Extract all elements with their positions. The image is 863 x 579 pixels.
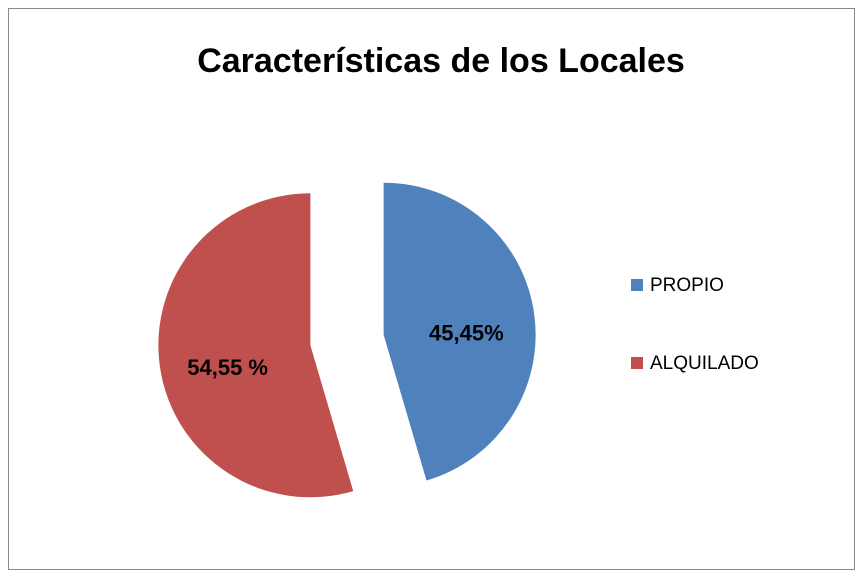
pie-slice [383, 182, 536, 481]
data-label: 45,45% [429, 321, 504, 346]
data-label: 54,55 % [187, 355, 268, 380]
pie-slice [158, 193, 354, 498]
legend-swatch [631, 279, 643, 291]
legend-swatch [631, 357, 643, 369]
chart-title: Características de los Locales [197, 42, 685, 80]
legend-label: ALQUILADO [650, 353, 759, 374]
legend-label: PROPIO [650, 275, 724, 296]
